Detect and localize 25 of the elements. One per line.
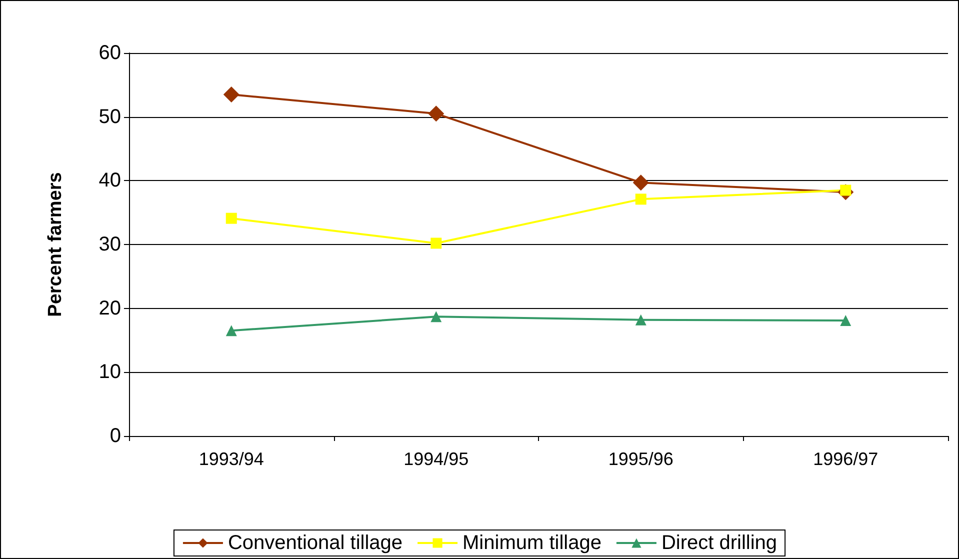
point [635,314,646,326]
y-tick-label: 0 [110,425,121,447]
x-tick-label: 1994/95 [404,449,469,469]
legend-label: Minimum tillage [462,532,602,554]
y-tick-label: 20 [98,297,121,320]
point [226,212,237,224]
point [428,106,444,122]
y-tick-label: 10 [98,361,121,384]
point [632,174,649,191]
x-tick-label: 1996/97 [813,449,878,469]
y-tick-label: 30 [98,234,121,256]
x-tick-label: 1995/96 [608,449,674,469]
point [430,311,442,322]
y-tick-label: 50 [98,106,121,128]
point [840,314,852,326]
y-tick-label: 40 [98,170,121,192]
point [226,325,237,336]
point [430,238,442,249]
y-tick-label: 60 [98,42,121,64]
x-tick-label: 1993/94 [198,449,264,469]
legend-label: Direct drilling [661,532,778,554]
y-axis-title: Percent farmers [45,172,66,317]
point [223,86,240,102]
legend-label: Conventional tillage [228,532,403,554]
point [635,194,646,205]
